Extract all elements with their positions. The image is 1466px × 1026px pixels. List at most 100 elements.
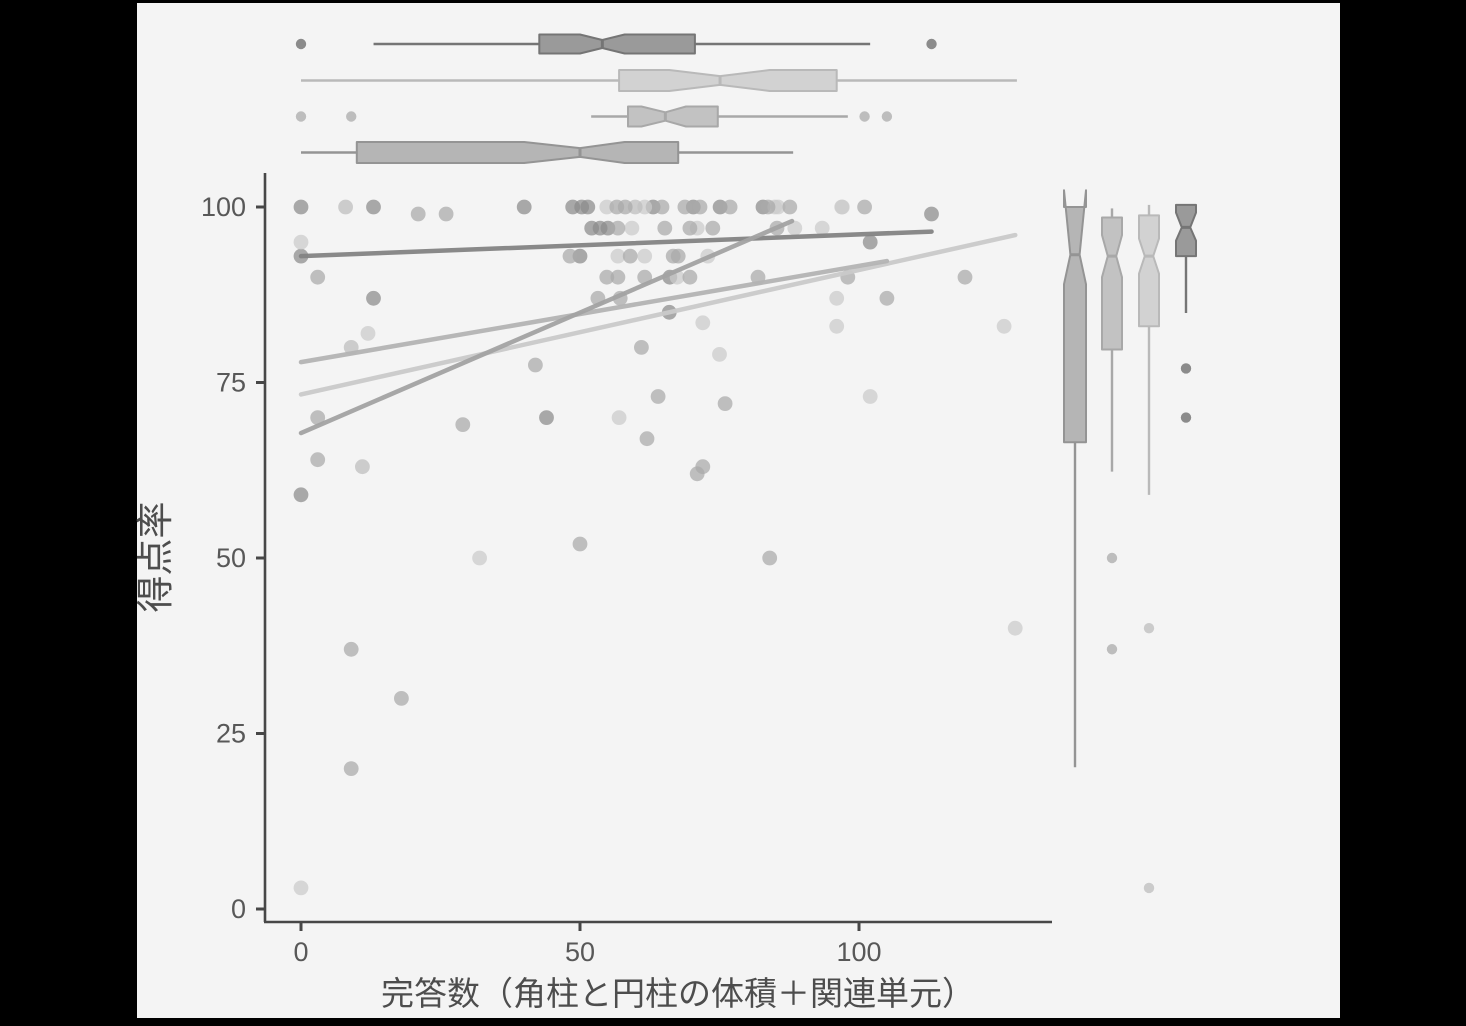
scatter-point (610, 220, 626, 236)
scatter-point (310, 452, 326, 468)
x-axis-tick-label: 50 (565, 937, 595, 967)
scatter-point (639, 431, 655, 447)
scatter-point (410, 206, 426, 222)
scatter-point (862, 234, 878, 250)
boxplot-box (538, 33, 696, 55)
scatter-point (695, 459, 711, 475)
top-marginal-boxplots-layer (295, 33, 1017, 164)
x-axis-tick-label: 0 (293, 937, 308, 967)
x-axis-title: 完答数（角柱と円柱の体積＋関連単元） (381, 975, 975, 1012)
scatter-point (472, 550, 487, 566)
boxplot-box (1063, 189, 1087, 444)
scatter-point (634, 340, 649, 355)
scatter-point (293, 880, 309, 896)
scatter-point (360, 326, 376, 341)
scatter-point (539, 410, 554, 425)
boxplot-outlier (1143, 623, 1155, 634)
boxplot-outlier (295, 111, 307, 122)
trend-line (298, 229, 934, 259)
scatter-point (996, 318, 1012, 334)
scatter-point (654, 199, 670, 215)
y-axis-tick-label: 50 (216, 543, 246, 573)
scatter-point (637, 248, 653, 264)
scatter-point (366, 199, 381, 215)
boxplot-outlier (859, 111, 870, 122)
boxplot-outlier (926, 38, 937, 50)
scatter-point (438, 206, 454, 222)
scatter-point (657, 220, 673, 236)
boxplot-outlier (1180, 412, 1192, 423)
scatter-point (599, 269, 615, 285)
scatter-point (692, 199, 708, 215)
scatter-point (610, 269, 626, 285)
boxplot-box (1175, 203, 1197, 258)
scatter-point (879, 290, 895, 306)
boxplot-outlier (1106, 644, 1118, 655)
scatter-point (722, 199, 738, 215)
scatter-point (787, 220, 803, 236)
boxplot-outlier (881, 111, 893, 122)
scatter-points-layer (293, 199, 1023, 896)
scatter-point (617, 199, 633, 215)
scatter-point (695, 315, 711, 331)
y-axis-tick-label: 75 (216, 368, 246, 398)
boxplot-outlier (1180, 363, 1192, 374)
scatter-point (394, 691, 409, 706)
trend-lines-layer (298, 218, 1018, 436)
scatter-point (562, 248, 578, 264)
boxplot-outlier (346, 111, 357, 122)
scatter-point (624, 220, 640, 236)
scatter-point (857, 199, 872, 215)
scatter-point (610, 248, 626, 264)
scatter-point (957, 269, 973, 285)
scatter-point (516, 199, 532, 215)
scatter-point (622, 248, 638, 264)
boxplot-outlier (1143, 882, 1155, 894)
scatter-point (782, 199, 798, 215)
scatter-point (310, 410, 326, 425)
scatter-point (293, 234, 309, 250)
x-axis-tick-label: 100 (836, 937, 881, 967)
right-marginal-boxplots-layer (1063, 189, 1197, 894)
scatter-point (760, 199, 776, 215)
scatter-point (829, 318, 845, 334)
scatter-point (862, 389, 878, 404)
scatter-point (670, 248, 686, 264)
scatter-point (682, 269, 698, 285)
scatter-point (455, 417, 471, 432)
y-axis-tick-label: 100 (201, 192, 246, 222)
plot-background (137, 3, 1340, 1018)
scatter-point (611, 410, 627, 425)
scatter-point (1007, 620, 1023, 636)
scatter-point (528, 357, 543, 373)
boxplot-outlier (295, 38, 307, 50)
trend-line (298, 218, 795, 436)
scatter-point (343, 761, 359, 776)
scatter-point (712, 347, 727, 362)
axes-layer: 0 25 50 75 100 0 50 100 (201, 173, 1052, 967)
boxplot-box (1101, 216, 1123, 351)
scatter-point (580, 199, 596, 215)
scatter-point (293, 199, 309, 215)
scatter-point (834, 199, 850, 215)
scatter-point (338, 199, 353, 215)
scatter-point (650, 389, 666, 404)
scatter-point (366, 290, 381, 306)
scatter-point (355, 459, 370, 475)
scatter-point (762, 550, 778, 566)
boxplot-box (1138, 214, 1160, 328)
y-axis-tick-label: 0 (231, 894, 246, 924)
y-axis-title: 得点率 (135, 502, 176, 613)
boxplot-outlier (1106, 552, 1118, 564)
boxplot-box (618, 69, 838, 92)
boxplot-box (627, 105, 719, 128)
scatter-point (310, 269, 326, 285)
scatter-point (293, 487, 309, 503)
scatter-point (717, 396, 733, 411)
trend-line (298, 258, 890, 365)
scatter-point (705, 220, 721, 236)
scatter-point (829, 290, 845, 306)
scatter-point (572, 536, 588, 552)
